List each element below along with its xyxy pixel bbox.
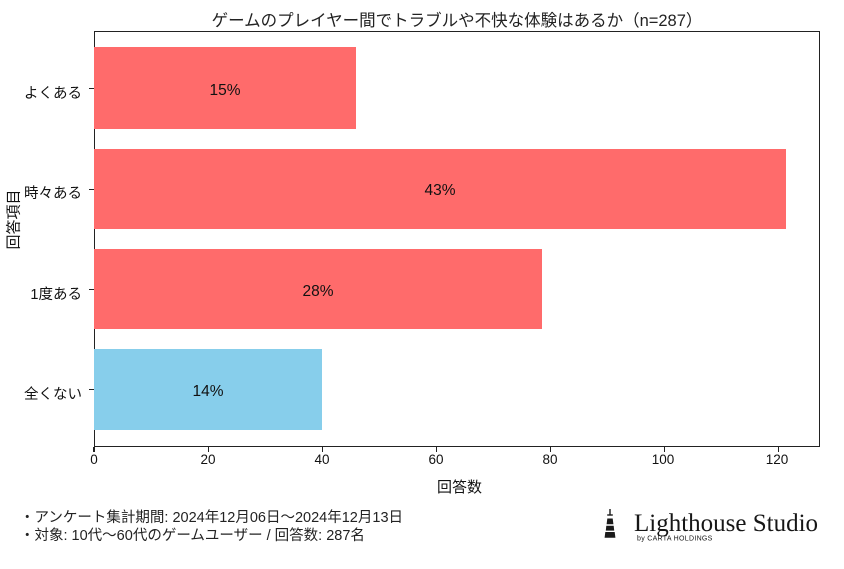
svg-text:by CARTA HOLDINGS: by CARTA HOLDINGS: [637, 536, 713, 543]
svg-text:Lighthouse Studio: Lighthouse Studio: [634, 510, 818, 537]
